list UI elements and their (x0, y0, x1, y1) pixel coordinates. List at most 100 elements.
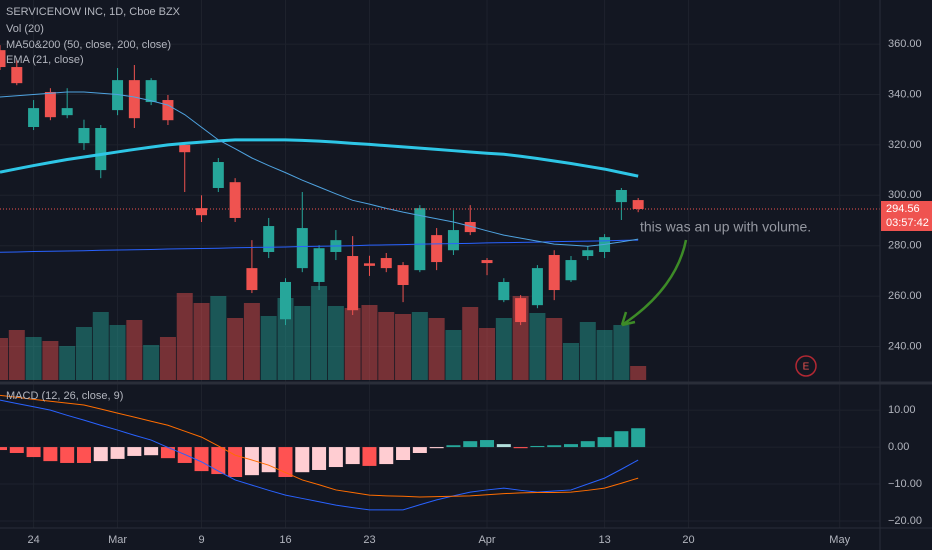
indicator-label: MA50&200 (50, close, 200, close) (6, 39, 171, 51)
y-tick-label: 260.00 (888, 290, 922, 302)
y-tick-label: 240.00 (888, 340, 922, 352)
moving-average-line (0, 239, 639, 253)
volume-bar (327, 306, 344, 380)
y-tick-label: 320.00 (888, 139, 922, 151)
y-tick-label: 360.00 (888, 38, 922, 50)
moving-average-line (0, 91, 639, 247)
volume-bar (75, 327, 92, 380)
macd-histogram-bar (396, 447, 411, 461)
volume-bar (0, 338, 8, 380)
macd-histogram-bar (244, 447, 259, 476)
volume-bar (562, 343, 579, 380)
volume-bar (479, 328, 496, 380)
candle-body (447, 230, 459, 251)
macd-histogram-bar (328, 447, 343, 468)
macd-histogram-bar (312, 447, 327, 470)
macd-histogram-bar (429, 447, 444, 449)
volume-bar (445, 330, 462, 380)
moving-average-line (0, 138, 639, 178)
earnings-label[interactable]: E (803, 362, 810, 373)
candle-body (296, 228, 308, 269)
candle-body (145, 80, 157, 103)
y-tick-label: 300.00 (888, 189, 922, 201)
volume-bar (529, 313, 546, 380)
candle-body (548, 255, 560, 291)
candle-body (78, 128, 90, 144)
candle-body (397, 265, 409, 285)
candle-body (347, 256, 359, 311)
candle-body (28, 108, 40, 128)
macd-histogram-bar (228, 447, 243, 478)
candle-body (565, 260, 577, 281)
x-tick-label: May (829, 534, 850, 546)
candle-body (431, 235, 443, 263)
macd-histogram-bar (580, 441, 595, 448)
macd-histogram-bar (26, 447, 41, 458)
plot-layer (0, 45, 880, 511)
macd-histogram-bar (76, 447, 91, 463)
volume-layer (0, 286, 647, 380)
macd-histogram-bar (278, 447, 293, 478)
macd-title: MACD (12, 26, close, 9) (6, 390, 123, 402)
macd-histogram-bar (362, 447, 377, 466)
candle-body (246, 268, 258, 291)
macd-histogram-bar (614, 431, 629, 448)
macd-line (0, 394, 639, 498)
macd-histogram-bar (0, 447, 7, 451)
volume-bar (260, 316, 277, 380)
x-tick-label: 13 (598, 534, 610, 546)
macd-histogram-bar (563, 444, 578, 448)
candle-body (380, 258, 392, 269)
candle-body (44, 91, 56, 118)
macd-histogram-bar (177, 447, 192, 463)
macd-histogram-bar (412, 447, 427, 453)
volume-bar (311, 286, 328, 380)
earnings-marker[interactable] (795, 355, 817, 377)
x-tick-label: 23 (363, 534, 375, 546)
y-tick-label: 340.00 (888, 88, 922, 100)
candle-body (481, 260, 493, 264)
last-price-box (881, 201, 932, 231)
macd-histogram-bar (345, 447, 360, 465)
candle-body (61, 108, 73, 116)
volume-bar (378, 312, 395, 380)
candle-body (515, 298, 527, 323)
candle-body (263, 226, 275, 252)
macd-histogram-bar (446, 445, 461, 448)
candle-body (498, 281, 510, 301)
macd-histogram-bar (93, 447, 108, 462)
last-price-label: 294.56 (886, 203, 920, 215)
macd-histogram-bar (194, 447, 209, 472)
candle-body (112, 80, 124, 111)
candle-body (582, 250, 594, 257)
candle-body (229, 182, 241, 218)
macd-histogram-bar (110, 447, 125, 459)
macd-histogram-bar (9, 447, 24, 453)
macd-histogram-bar (127, 447, 142, 456)
volume-bar (59, 346, 76, 380)
candle-body (212, 162, 224, 188)
volume-bar (126, 320, 143, 380)
volume-bar (42, 341, 59, 380)
candle-body (632, 200, 644, 209)
x-tick-label: Mar (108, 534, 127, 546)
macd-histogram-bar (597, 437, 612, 448)
volume-bar (630, 366, 647, 380)
volume-bar (411, 312, 428, 380)
macd-line (0, 399, 639, 511)
volume-bar (462, 307, 479, 380)
volume-bar (428, 318, 445, 380)
macd-histogram-bar (211, 447, 226, 475)
macd-histogram-bar (144, 447, 159, 456)
candle-body (11, 67, 23, 84)
x-tick-label: 9 (198, 534, 204, 546)
volume-bar (243, 303, 260, 380)
candle-body (363, 263, 375, 266)
candle-body (0, 50, 6, 68)
candle-body (464, 222, 476, 233)
candle-body (179, 144, 191, 153)
macd-histogram-bar (547, 445, 562, 448)
macd-histogram-bar (261, 447, 276, 473)
volume-bar (143, 345, 160, 380)
annotation: this was an up with volume. (640, 219, 811, 235)
